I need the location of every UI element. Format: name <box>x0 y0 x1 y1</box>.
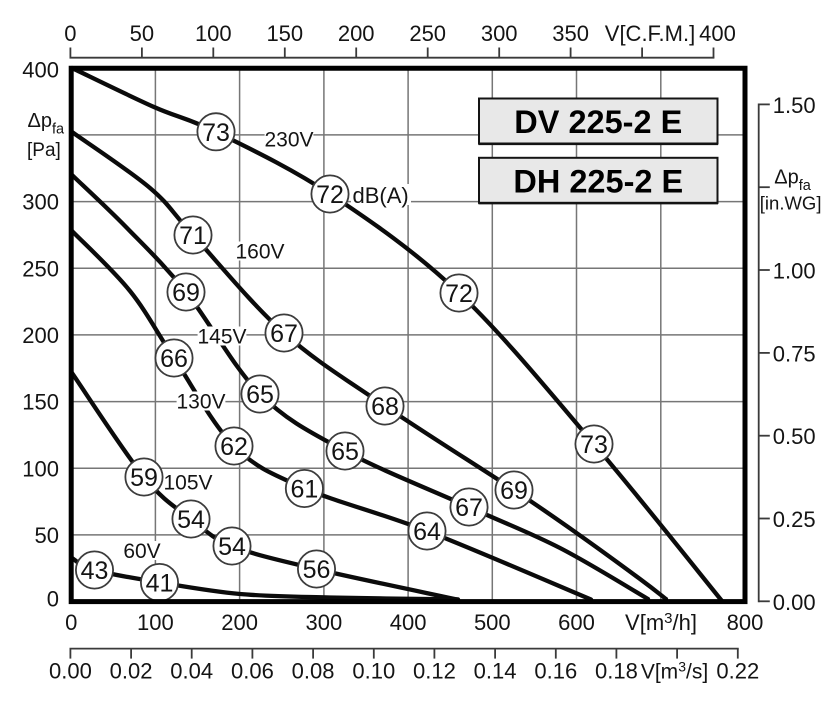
svg-text:0: 0 <box>47 587 59 612</box>
svg-text:0.16: 0.16 <box>534 659 577 684</box>
svg-text:300: 300 <box>22 190 59 215</box>
svg-text:0.14: 0.14 <box>474 659 517 684</box>
svg-text:1.00: 1.00 <box>773 259 816 284</box>
svg-text:54: 54 <box>218 533 246 561</box>
svg-text:0: 0 <box>64 21 76 46</box>
svg-text:200: 200 <box>221 610 258 635</box>
svg-text:300: 300 <box>306 610 343 635</box>
svg-text:800: 800 <box>727 610 764 635</box>
svg-text:V[C.F.M.]: V[C.F.M.] <box>605 21 695 46</box>
svg-text:0.12: 0.12 <box>413 659 456 684</box>
svg-text:100: 100 <box>22 456 59 481</box>
svg-text:41: 41 <box>146 570 174 598</box>
svg-text:V[m3/h]: V[m3/h] <box>625 610 697 635</box>
svg-text:43: 43 <box>81 557 109 585</box>
svg-text:130V: 130V <box>176 391 225 414</box>
svg-text:0.00: 0.00 <box>49 659 92 684</box>
svg-text:73: 73 <box>580 431 608 459</box>
svg-text:0: 0 <box>65 610 77 635</box>
svg-text:dB(A): dB(A) <box>353 183 409 208</box>
svg-text:65: 65 <box>331 438 359 466</box>
svg-text:DV 225-2 E: DV 225-2 E <box>514 104 682 140</box>
svg-text:71: 71 <box>179 222 207 250</box>
svg-text:[in.WG]: [in.WG] <box>760 193 822 214</box>
svg-text:250: 250 <box>409 21 446 46</box>
svg-text:56: 56 <box>303 556 331 584</box>
svg-text:0.00: 0.00 <box>773 590 816 615</box>
svg-text:160V: 160V <box>235 241 284 264</box>
svg-text:67: 67 <box>455 494 483 522</box>
svg-text:50: 50 <box>35 523 59 548</box>
svg-text:400: 400 <box>390 610 427 635</box>
svg-text:0.22: 0.22 <box>716 659 759 684</box>
svg-text:0.02: 0.02 <box>110 659 153 684</box>
svg-text:200: 200 <box>22 323 59 348</box>
svg-text:0.50: 0.50 <box>773 424 816 449</box>
svg-text:72: 72 <box>316 181 344 209</box>
svg-text:0.10: 0.10 <box>352 659 395 684</box>
svg-text:65: 65 <box>246 381 274 409</box>
svg-text:69: 69 <box>500 477 528 505</box>
svg-text:500: 500 <box>474 610 511 635</box>
svg-text:59: 59 <box>130 464 158 492</box>
svg-text:400: 400 <box>699 21 736 46</box>
svg-text:100: 100 <box>137 610 174 635</box>
svg-text:0.08: 0.08 <box>292 659 335 684</box>
svg-text:105V: 105V <box>163 472 212 495</box>
svg-text:54: 54 <box>177 506 205 534</box>
svg-text:V[m3/s]: V[m3/s] <box>641 659 708 684</box>
svg-text:0.04: 0.04 <box>170 659 213 684</box>
svg-text:73: 73 <box>202 119 230 147</box>
svg-text:61: 61 <box>290 476 318 504</box>
svg-text:[Pa]: [Pa] <box>27 140 61 161</box>
svg-text:50: 50 <box>130 21 154 46</box>
svg-text:72: 72 <box>445 280 473 308</box>
svg-text:300: 300 <box>481 21 518 46</box>
svg-text:60V: 60V <box>123 540 160 563</box>
svg-text:1.50: 1.50 <box>773 93 816 118</box>
svg-text:68: 68 <box>371 393 399 421</box>
svg-text:350: 350 <box>552 21 589 46</box>
svg-text:67: 67 <box>270 320 298 348</box>
svg-text:145V: 145V <box>197 326 246 349</box>
svg-text:64: 64 <box>413 518 441 546</box>
svg-text:62: 62 <box>220 433 248 461</box>
svg-text:66: 66 <box>160 345 188 373</box>
svg-text:150: 150 <box>22 390 59 415</box>
svg-text:0.25: 0.25 <box>773 507 816 532</box>
svg-text:150: 150 <box>266 21 303 46</box>
svg-text:230V: 230V <box>264 129 313 152</box>
svg-text:0.75: 0.75 <box>773 341 816 366</box>
svg-text:200: 200 <box>338 21 375 46</box>
svg-text:DH 225-2 E: DH 225-2 E <box>513 163 683 199</box>
svg-text:0.18: 0.18 <box>595 659 638 684</box>
svg-text:250: 250 <box>22 256 59 281</box>
svg-text:600: 600 <box>558 610 595 635</box>
svg-text:100: 100 <box>195 21 232 46</box>
svg-text:400: 400 <box>22 58 59 83</box>
svg-text:69: 69 <box>172 279 200 307</box>
svg-text:0.06: 0.06 <box>231 659 274 684</box>
